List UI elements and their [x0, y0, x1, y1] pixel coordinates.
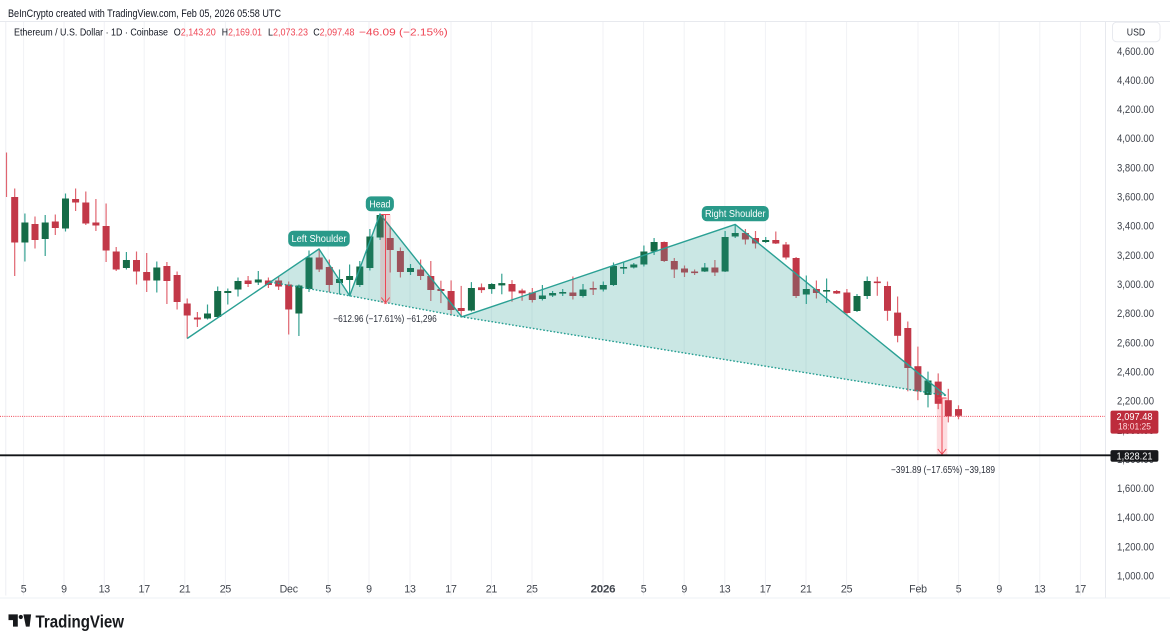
svg-text:13: 13: [404, 583, 416, 595]
svg-text:C2,097.48: C2,097.48: [313, 27, 354, 39]
svg-text:17: 17: [139, 583, 151, 595]
svg-text:4,000.00: 4,000.00: [1117, 133, 1154, 145]
svg-text:−46.09 (−2.15%): −46.09 (−2.15%): [359, 27, 448, 39]
svg-text:1,828.21: 1,828.21: [1117, 451, 1153, 463]
svg-text:13: 13: [719, 583, 731, 595]
svg-text:1,600.00: 1,600.00: [1117, 483, 1154, 495]
svg-text:Right Shoulder: Right Shoulder: [705, 209, 766, 220]
svg-text:2,800.00: 2,800.00: [1117, 308, 1154, 320]
svg-text:9: 9: [366, 583, 372, 595]
svg-text:O2,143.20: O2,143.20: [174, 27, 216, 39]
svg-text:3,000.00: 3,000.00: [1117, 279, 1154, 291]
svg-text:2,400.00: 2,400.00: [1117, 366, 1154, 378]
svg-text:25: 25: [220, 583, 232, 595]
svg-text:25: 25: [526, 583, 538, 595]
svg-text:Ethereum / U.S. Dollar · 1D ·: Ethereum / U.S. Dollar · 1D · Coinbase: [14, 27, 168, 39]
svg-text:2,200.00: 2,200.00: [1117, 396, 1154, 408]
svg-text:3,800.00: 3,800.00: [1117, 162, 1154, 174]
svg-text:3,400.00: 3,400.00: [1117, 221, 1154, 233]
svg-text:USD: USD: [1127, 28, 1145, 39]
svg-text:−391.89 (−17.65%) −39,189: −391.89 (−17.65%) −39,189: [891, 465, 995, 476]
svg-text:3,200.00: 3,200.00: [1117, 250, 1154, 262]
svg-text:Dec: Dec: [280, 583, 299, 595]
svg-text:9: 9: [61, 583, 67, 595]
svg-text:5: 5: [641, 583, 647, 595]
svg-text:4,200.00: 4,200.00: [1117, 104, 1154, 116]
svg-text:13: 13: [1034, 583, 1046, 595]
svg-text:Feb: Feb: [909, 583, 927, 595]
svg-text:H2,169.01: H2,169.01: [222, 27, 262, 39]
svg-text:25: 25: [841, 583, 853, 595]
svg-text:Left Shoulder: Left Shoulder: [292, 234, 348, 245]
svg-text:1,400.00: 1,400.00: [1117, 512, 1154, 524]
svg-text:21: 21: [800, 583, 812, 595]
svg-text:17: 17: [445, 583, 457, 595]
svg-text:18:01:25: 18:01:25: [1118, 422, 1151, 432]
svg-text:L2,073.23: L2,073.23: [268, 27, 308, 39]
svg-text:21: 21: [486, 583, 498, 595]
svg-text:13: 13: [99, 583, 111, 595]
svg-text:2026: 2026: [591, 583, 616, 595]
svg-text:BeInCrypto created with Tradin: BeInCrypto created with TradingView.com,…: [8, 8, 281, 20]
svg-text:4,400.00: 4,400.00: [1117, 75, 1154, 87]
svg-text:9: 9: [996, 583, 1002, 595]
svg-text:2,600.00: 2,600.00: [1117, 337, 1154, 349]
svg-text:Head: Head: [369, 199, 390, 210]
svg-text:17: 17: [1075, 583, 1087, 595]
svg-text:5: 5: [21, 583, 27, 595]
svg-text:5: 5: [325, 583, 331, 595]
svg-text:5: 5: [956, 583, 962, 595]
svg-text:21: 21: [179, 583, 191, 595]
svg-text:17: 17: [760, 583, 772, 595]
svg-text:TradingView: TradingView: [36, 611, 125, 631]
svg-text:1,000.00: 1,000.00: [1117, 571, 1154, 583]
svg-text:−612.96 (−17.61%) −61,296: −612.96 (−17.61%) −61,296: [333, 314, 437, 325]
svg-text:1,200.00: 1,200.00: [1117, 541, 1154, 553]
svg-text:3,600.00: 3,600.00: [1117, 192, 1154, 204]
svg-text:2,097.48: 2,097.48: [1117, 411, 1153, 423]
svg-text:4,600.00: 4,600.00: [1117, 46, 1154, 58]
svg-text:9: 9: [681, 583, 687, 595]
